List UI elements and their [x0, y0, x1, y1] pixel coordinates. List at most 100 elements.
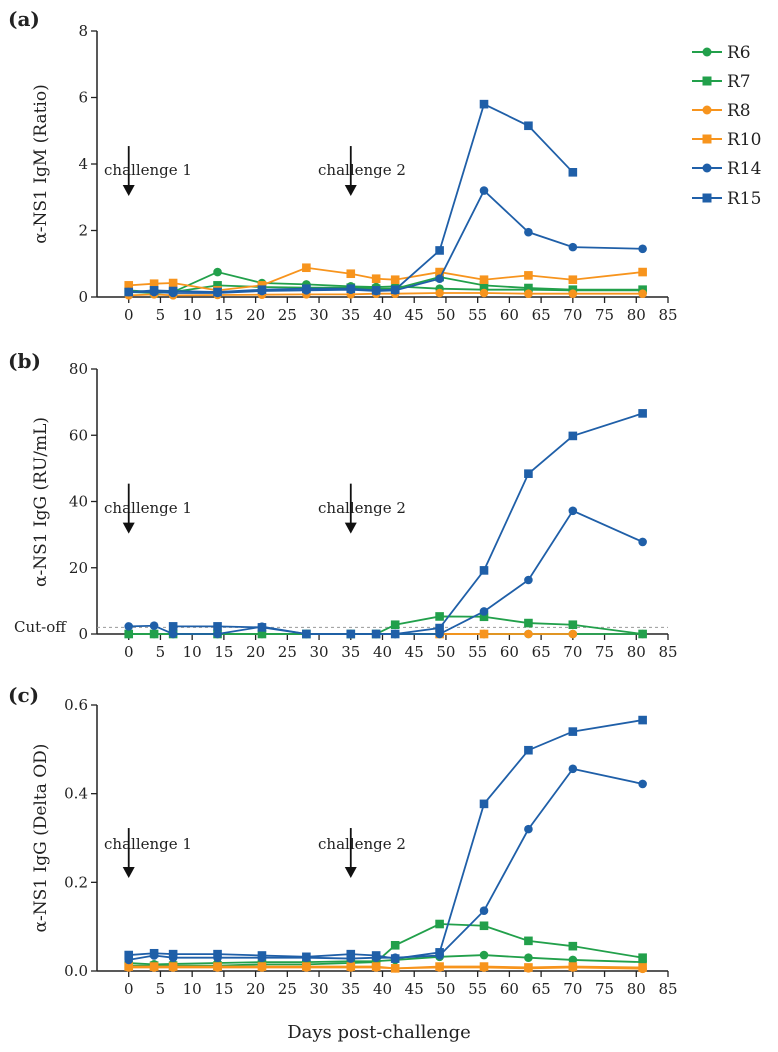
data-point-r14 [638, 244, 647, 254]
series-line-r10 [128, 266, 643, 292]
data-point-r7 [479, 921, 489, 931]
data-point-r14 [479, 186, 489, 195]
x-tick-label: 5 [156, 643, 166, 661]
data-point-r7 [524, 618, 533, 628]
x-tick-label: 25 [278, 643, 297, 661]
x-tick-label: 0 [124, 306, 134, 324]
data-point-r10 [168, 962, 178, 971]
data-point-r10 [168, 278, 178, 288]
legend: R6 R7 R8 R10 R14 R15 [692, 43, 761, 209]
x-tick-label: 45 [405, 980, 424, 998]
data-point-r14 [524, 227, 533, 237]
panel-b-ylabel: α-NS1 IgG (RU/mL) [31, 417, 51, 587]
series-line-r14 [128, 767, 643, 961]
x-tick-label: 35 [341, 643, 360, 661]
x-tick-label: 0 [124, 980, 134, 998]
data-point-r15 [213, 622, 222, 631]
challenge-1-arrow-head [122, 867, 135, 879]
legend-marker-r8 [702, 105, 712, 115]
legend-marker-r7 [702, 76, 712, 86]
data-point-r8 [435, 288, 444, 298]
x-tick-label: 55 [468, 306, 487, 324]
data-point-r14 [638, 537, 647, 547]
x-tick-label: 10 [183, 643, 202, 661]
data-point-r8 [568, 289, 578, 298]
legend-label-r10: R10 [727, 130, 761, 150]
data-point-r6 [524, 953, 533, 962]
x-tick-label: 10 [183, 306, 202, 324]
data-point-r10 [638, 963, 647, 972]
y-tick-label: 0.2 [64, 873, 88, 891]
data-point-r15 [435, 948, 444, 957]
legend-label-r7: R7 [727, 72, 751, 92]
data-point-r15 [257, 951, 267, 960]
data-point-r8 [524, 289, 533, 298]
x-tick-label: 20 [246, 306, 265, 324]
x-axis-title: Days post-challenge [287, 1022, 471, 1043]
data-point-r10 [213, 962, 222, 971]
data-point-r10 [346, 962, 356, 971]
data-point-r7 [568, 941, 578, 951]
data-point-r10 [390, 275, 400, 285]
data-point-r14 [168, 629, 178, 639]
data-point-r10 [302, 962, 311, 971]
data-point-r15 [149, 948, 159, 958]
legend-marker-r6 [702, 47, 712, 57]
data-point-r10 [568, 962, 578, 971]
data-point-r15 [168, 949, 178, 959]
y-tick-label: 0.6 [64, 696, 88, 714]
x-tick-label: 35 [341, 306, 360, 324]
legend-entry-r14: R14 [692, 159, 761, 179]
challenge-2-arrow-head [344, 185, 357, 197]
series-line-r15 [128, 102, 574, 293]
panel-b-challenge-1: challenge 1 [104, 499, 192, 517]
x-tick-label: 30 [310, 643, 329, 661]
data-point-r15 [524, 469, 533, 478]
data-point-r14 [568, 764, 578, 774]
x-tick-label: 60 [500, 306, 519, 324]
data-point-r14 [524, 824, 533, 834]
data-point-r10 [435, 267, 444, 277]
data-point-r15 [346, 949, 356, 959]
data-point-r6 [479, 950, 489, 960]
challenge-1-arrow-head [122, 522, 135, 534]
data-point-r14 [568, 242, 578, 252]
data-point-r7 [257, 629, 267, 639]
legend-entry-r15: R15 [692, 189, 761, 209]
data-point-r14 [213, 629, 222, 639]
legend-entry-r8: R8 [692, 101, 751, 121]
data-point-r6 [568, 955, 578, 965]
x-tick-label: 80 [627, 306, 646, 324]
data-point-r8 [568, 629, 578, 639]
series-line-r14 [128, 509, 643, 635]
x-tick-label: 40 [373, 306, 392, 324]
x-tick-label: 45 [405, 306, 424, 324]
data-point-r15 [524, 121, 533, 131]
x-tick-label: 15 [214, 306, 233, 324]
panel-a-challenge-2: challenge 2 [318, 161, 406, 179]
data-point-r15 [149, 286, 159, 295]
data-point-r15 [390, 285, 400, 294]
x-tick-label: 60 [500, 980, 519, 998]
data-point-r10 [257, 281, 267, 290]
y-tick-label: 2 [78, 222, 88, 240]
y-tick-label: 6 [78, 89, 88, 107]
data-point-r10 [479, 275, 489, 285]
x-tick-label: 20 [246, 643, 265, 661]
y-tick-label: 60 [69, 426, 88, 444]
data-point-r7 [213, 281, 222, 290]
x-tick-label: 85 [658, 306, 677, 324]
x-tick-label: 70 [563, 643, 582, 661]
data-point-r14 [435, 274, 444, 284]
data-point-r8 [479, 288, 489, 298]
y-tick-label: 40 [69, 493, 88, 511]
cutoff-label: Cut-off [14, 618, 67, 636]
data-point-r14 [124, 622, 134, 631]
legend-entry-r7: R7 [692, 72, 751, 92]
panel-b-plot: 0 20 40 60 80 0 5 10 15 20 25 30 35 40 45 50 55 60 65 70 75 8… [69, 360, 678, 661]
data-point-r15 [257, 623, 267, 632]
data-point-r10 [435, 962, 444, 971]
x-tick-label: 10 [183, 980, 202, 998]
data-point-r15 [257, 285, 267, 294]
